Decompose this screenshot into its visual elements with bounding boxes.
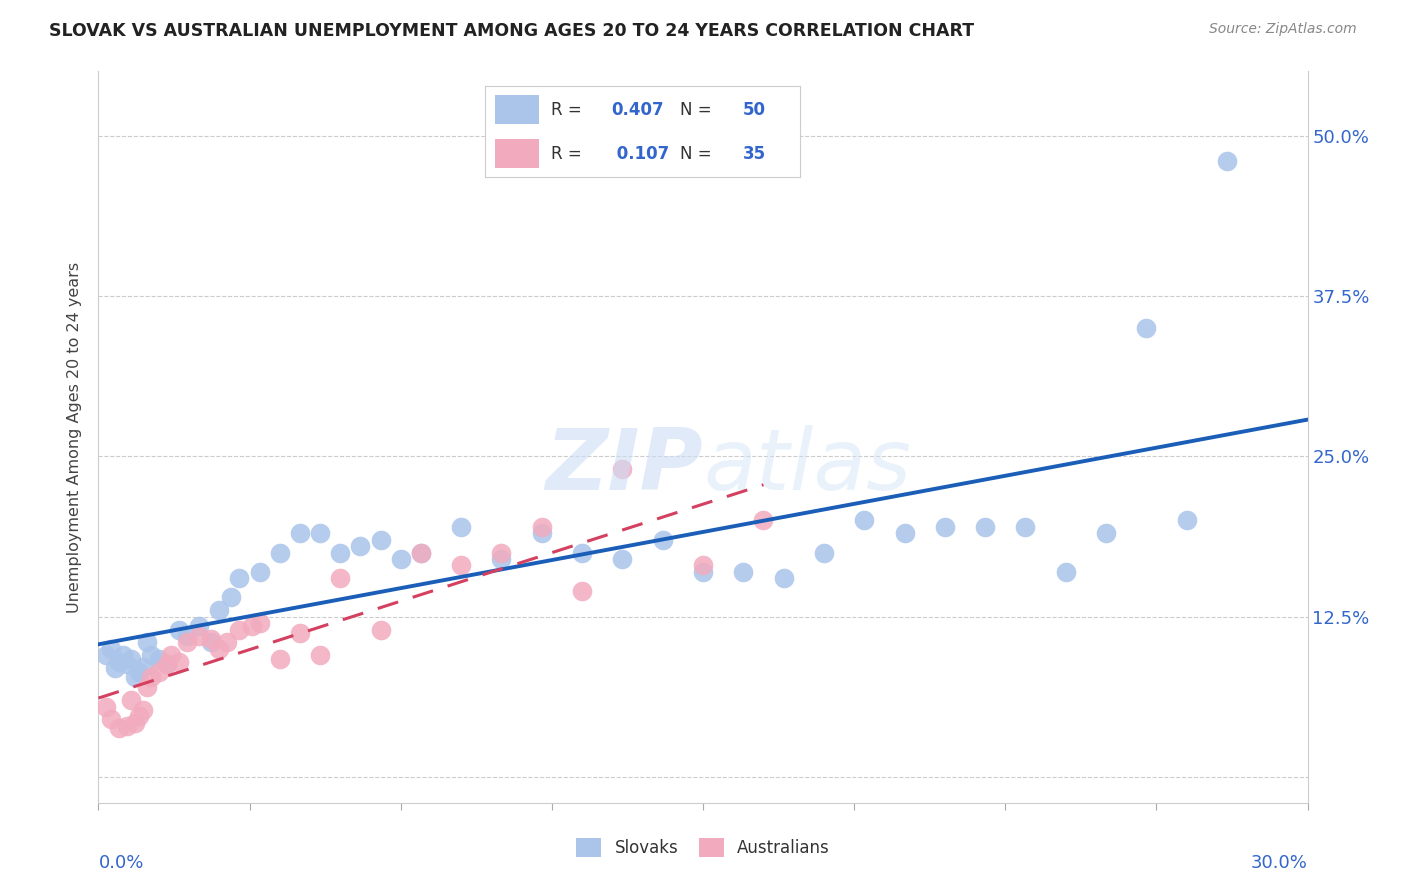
Point <box>120 652 142 666</box>
Point <box>208 603 231 617</box>
Point <box>228 571 250 585</box>
Point <box>217 635 239 649</box>
Point <box>409 545 432 559</box>
Point <box>853 514 876 528</box>
Point <box>309 648 332 663</box>
Point <box>132 660 155 674</box>
Point <box>491 545 513 559</box>
Point <box>329 571 352 585</box>
Point <box>176 629 198 643</box>
Point <box>409 545 432 559</box>
Point <box>389 552 412 566</box>
Point <box>249 565 271 579</box>
Point <box>530 526 553 541</box>
Text: 0.0%: 0.0% <box>98 854 143 872</box>
Point <box>135 681 157 695</box>
Point <box>288 526 311 541</box>
Point <box>813 545 835 559</box>
Point <box>160 648 183 663</box>
Point <box>107 722 129 736</box>
Point <box>228 623 250 637</box>
Text: 30.0%: 30.0% <box>1251 854 1308 872</box>
Point <box>288 626 311 640</box>
Text: Source: ZipAtlas.com: Source: ZipAtlas.com <box>1209 22 1357 37</box>
Point <box>692 558 714 573</box>
Point <box>530 520 553 534</box>
Text: SLOVAK VS AUSTRALIAN UNEMPLOYMENT AMONG AGES 20 TO 24 YEARS CORRELATION CHART: SLOVAK VS AUSTRALIAN UNEMPLOYMENT AMONG … <box>49 22 974 40</box>
Point <box>167 655 190 669</box>
Point <box>1175 514 1198 528</box>
Y-axis label: Unemployment Among Ages 20 to 24 years: Unemployment Among Ages 20 to 24 years <box>67 261 83 613</box>
Point <box>208 641 231 656</box>
Point <box>148 652 170 666</box>
Point <box>249 616 271 631</box>
Point <box>893 526 915 541</box>
Point <box>1216 154 1239 169</box>
Point <box>450 558 472 573</box>
Point <box>651 533 673 547</box>
Point <box>571 584 593 599</box>
Point <box>96 699 118 714</box>
Point <box>733 565 755 579</box>
Point <box>176 635 198 649</box>
Point <box>370 623 392 637</box>
Point <box>148 665 170 679</box>
Point <box>370 533 392 547</box>
Point <box>100 712 122 726</box>
Point <box>124 670 146 684</box>
Point <box>1054 565 1077 579</box>
Point <box>450 520 472 534</box>
Point <box>139 670 162 684</box>
Point <box>612 552 634 566</box>
Point <box>120 693 142 707</box>
Point <box>188 618 211 632</box>
Point <box>100 641 122 656</box>
Point <box>103 661 125 675</box>
Point <box>1014 520 1036 534</box>
Point <box>115 657 138 672</box>
Point <box>156 657 179 672</box>
Point <box>309 526 332 541</box>
Point <box>200 632 222 646</box>
Point <box>1135 321 1157 335</box>
Point <box>111 648 134 663</box>
Point <box>1095 526 1118 541</box>
Point <box>240 618 263 632</box>
Point <box>571 545 593 559</box>
Point <box>200 635 222 649</box>
Point <box>115 719 138 733</box>
Point <box>135 635 157 649</box>
Legend: Slovaks, Australians: Slovaks, Australians <box>569 831 837 864</box>
Point <box>349 539 371 553</box>
Point <box>934 520 956 534</box>
Point <box>96 648 118 663</box>
Point <box>221 591 243 605</box>
Text: ZIP: ZIP <box>546 425 703 508</box>
Point <box>128 665 150 679</box>
Point <box>269 652 291 666</box>
Point <box>491 552 513 566</box>
Point <box>107 655 129 669</box>
Point <box>128 708 150 723</box>
Point <box>124 716 146 731</box>
Point <box>692 565 714 579</box>
Text: atlas: atlas <box>703 425 911 508</box>
Point <box>772 571 794 585</box>
Point <box>167 623 190 637</box>
Point <box>269 545 291 559</box>
Point <box>132 703 155 717</box>
Point <box>752 514 775 528</box>
Point <box>139 648 162 663</box>
Point <box>188 629 211 643</box>
Point <box>974 520 997 534</box>
Point <box>612 462 634 476</box>
Point <box>156 657 179 672</box>
Point <box>329 545 352 559</box>
